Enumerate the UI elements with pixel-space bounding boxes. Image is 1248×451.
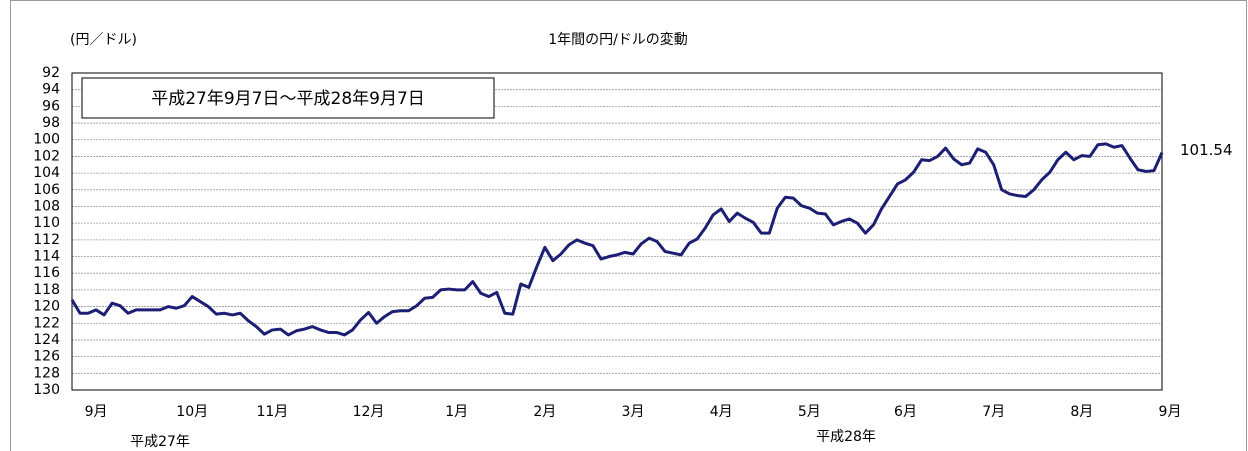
y-tick-label: 96 (42, 98, 60, 114)
y-tick-label: 122 (33, 315, 60, 331)
y-tick-label: 106 (33, 182, 60, 198)
y-tick-label: 98 (42, 115, 60, 131)
y-tick-label: 100 (33, 132, 60, 148)
period-label: 平成27年9月7日～平成28年9月7日 (151, 89, 425, 109)
x-tick-label: 3月 (622, 404, 645, 420)
y-tick-label: 92 (42, 65, 60, 81)
chart-title: 1年間の円/ドルの変動 (548, 31, 688, 48)
y-tick-label: 130 (33, 382, 60, 398)
x-tick-label: 8月 (1070, 404, 1093, 420)
x-tick-label: 11月 (256, 404, 288, 420)
x-tick-label: 1月 (445, 404, 468, 420)
plot-frame (71, 72, 1163, 391)
y-tick-label: 108 (33, 198, 60, 214)
y-tick-label: 120 (33, 299, 60, 315)
x-tick-label: 6月 (894, 404, 917, 420)
y-tick-label: 112 (33, 232, 60, 248)
y-tick-label: 94 (42, 82, 60, 98)
x-tick-label: 9月 (85, 404, 108, 420)
y-tick-label: 102 (33, 148, 60, 164)
y-tick-label: 114 (33, 249, 60, 265)
year-label: 平成28年 (816, 429, 876, 445)
y-tick-label: 118 (33, 282, 60, 298)
x-tick-label: 2月 (533, 404, 556, 420)
y-tick-label: 126 (33, 349, 60, 365)
year-label: 平成27年 (130, 434, 190, 450)
y-tick-label: 110 (33, 215, 60, 231)
x-tick-label: 12月 (353, 404, 385, 420)
x-tick-label: 7月 (982, 404, 1005, 420)
chart-frame (10, 0, 1247, 451)
y-tick-label: 128 (33, 365, 60, 381)
y-tick-label: 104 (33, 165, 60, 181)
x-tick-label: 4月 (710, 404, 733, 420)
x-tick-label: 5月 (798, 404, 821, 420)
period-box (81, 77, 495, 119)
last-value-label: 101.54 (1180, 141, 1233, 159)
y-tick-label: 116 (33, 265, 60, 281)
x-tick-label: 9月 (1159, 404, 1182, 420)
line-series (70, 142, 1164, 337)
y-tick-label: 124 (33, 332, 60, 348)
y-axis-unit: (円／ドル) (70, 32, 137, 48)
x-tick-label: 10月 (176, 404, 208, 420)
